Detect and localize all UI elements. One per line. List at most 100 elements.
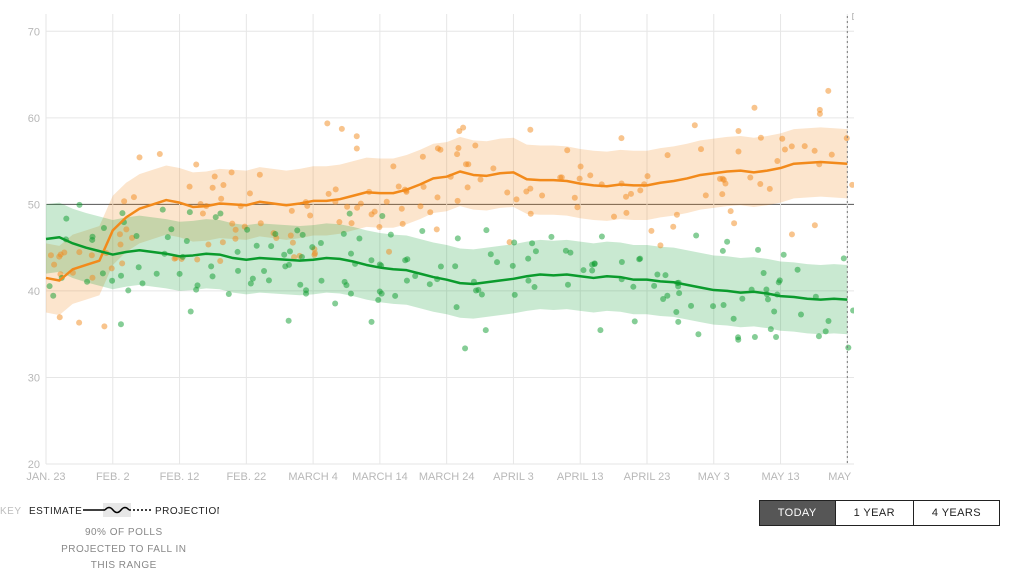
approve-poll-dot xyxy=(454,304,460,310)
disapprove-poll-dot xyxy=(455,198,461,204)
range-button-1year[interactable]: 1 YEAR xyxy=(835,501,913,525)
approve-poll-dot xyxy=(118,273,124,279)
approve-poll-dot xyxy=(510,263,516,269)
range-button-today[interactable]: TODAY xyxy=(760,501,835,525)
disapprove-poll-dot xyxy=(648,228,654,234)
approve-poll-dot xyxy=(379,291,385,297)
disapprove-poll-dot xyxy=(757,181,763,187)
approve-poll-dot xyxy=(348,291,354,297)
approve-poll-dot xyxy=(850,307,854,313)
approve-poll-dot xyxy=(347,211,353,217)
approve-poll-dot xyxy=(318,240,324,246)
approve-poll-dot xyxy=(511,239,517,245)
approve-poll-dot xyxy=(798,312,804,318)
disapprove-poll-dot xyxy=(460,125,466,131)
approve-poll-dot xyxy=(673,309,679,315)
approve-poll-dot xyxy=(773,334,779,340)
key-heading: KEY xyxy=(0,506,22,517)
bottom-row: KEY ESTIMATE PROJECTION 90% OF POLLS PRO… xyxy=(0,500,1024,555)
disapprove-poll-dot xyxy=(119,260,125,266)
disapprove-poll-dot xyxy=(324,120,330,126)
approve-poll-dot xyxy=(193,287,199,293)
disapprove-poll-dot xyxy=(205,242,211,248)
approve-poll-dot xyxy=(160,207,166,213)
disapprove-poll-dot xyxy=(109,265,115,271)
x-tick-label: MAY 23 xyxy=(828,471,854,483)
approve-poll-dot xyxy=(125,287,131,293)
approve-poll-dot xyxy=(184,238,190,244)
approve-poll-dot xyxy=(235,249,241,255)
disapprove-poll-dot xyxy=(735,128,741,134)
x-tick-label: FEB. 12 xyxy=(160,471,200,483)
disapprove-poll-dot xyxy=(258,220,264,226)
disapprove-poll-dot xyxy=(311,252,317,258)
approve-poll-dot xyxy=(676,290,682,296)
approve-poll-dot xyxy=(217,210,223,216)
disapprove-poll-dot xyxy=(369,211,375,217)
approve-poll-dot xyxy=(287,248,293,254)
x-tick-label: APRIL 3 xyxy=(493,471,534,483)
disapprove-poll-dot xyxy=(829,152,835,158)
disapprove-poll-dot xyxy=(645,173,651,179)
disapprove-poll-dot xyxy=(574,204,580,210)
disapprove-poll-dot xyxy=(698,146,704,152)
disapprove-poll-dot xyxy=(434,226,440,232)
disapprove-poll-dot xyxy=(376,224,382,230)
disapprove-poll-dot xyxy=(131,194,137,200)
disapprove-poll-dot xyxy=(812,222,818,228)
disapprove-poll-dot xyxy=(779,136,785,142)
disapprove-poll-dot xyxy=(333,186,339,192)
approve-poll-dot xyxy=(226,291,232,297)
disapprove-poll-dot xyxy=(578,164,584,170)
approve-poll-dot xyxy=(281,252,287,258)
x-tick-label: APRIL 13 xyxy=(557,471,604,483)
disapprove-poll-dot xyxy=(455,145,461,151)
approve-poll-dot xyxy=(332,301,338,307)
disapprove-poll-dot xyxy=(89,275,95,281)
disapprove-poll-dot xyxy=(386,249,392,255)
disapprove-poll-dot xyxy=(454,151,460,157)
approve-poll-dot xyxy=(109,278,115,284)
disapprove-poll-dot xyxy=(789,231,795,237)
approve-poll-dot xyxy=(89,237,95,243)
approve-poll-dot xyxy=(154,271,160,277)
disapprove-poll-dot xyxy=(61,249,67,255)
x-tick-label: APRIL 23 xyxy=(624,471,671,483)
key-projection-text: PROJECTION xyxy=(155,506,219,517)
disapprove-poll-dot xyxy=(528,211,534,217)
approve-poll-dot xyxy=(136,264,142,270)
approve-poll-dot xyxy=(664,293,670,299)
approve-poll-dot xyxy=(654,272,660,278)
disapprove-poll-dot xyxy=(290,240,296,246)
approve-poll-dot xyxy=(213,214,219,220)
approve-poll-dot xyxy=(208,263,214,269)
approve-poll-dot xyxy=(177,271,183,277)
approve-poll-dot xyxy=(297,282,303,288)
today-label: DAY 126 xyxy=(851,12,854,23)
disapprove-poll-dot xyxy=(434,194,440,200)
disapprove-poll-dot xyxy=(289,208,295,214)
approve-poll-dot xyxy=(438,263,444,269)
approve-poll-dot xyxy=(752,334,758,340)
disapprove-poll-dot xyxy=(354,145,360,151)
disapprove-poll-dot xyxy=(233,227,239,233)
approval-chart: DAY 126 203040506070JAN. 23FEB. 2FEB. 12… xyxy=(0,0,1024,575)
approve-poll-dot xyxy=(710,303,716,309)
y-tick-label: 30 xyxy=(28,372,40,384)
disapprove-poll-dot xyxy=(504,189,510,195)
x-tick-label: MAY 3 xyxy=(698,471,730,483)
approve-poll-dot xyxy=(266,277,272,283)
disapprove-poll-dot xyxy=(212,173,218,179)
disapprove-poll-dot xyxy=(767,186,773,192)
disapprove-poll-dot xyxy=(76,320,82,326)
y-tick-label: 50 xyxy=(28,199,40,211)
range-button-4years[interactable]: 4 YEARS xyxy=(913,501,999,525)
x-tick-label: MARCH 14 xyxy=(352,471,408,483)
disapprove-poll-dot xyxy=(257,172,263,178)
disapprove-poll-dot xyxy=(76,249,82,255)
approve-poll-dot xyxy=(548,234,554,240)
approve-poll-dot xyxy=(379,213,385,219)
approve-poll-dot xyxy=(462,345,468,351)
disapprove-poll-dot xyxy=(349,220,355,226)
approve-poll-dot xyxy=(341,231,347,237)
